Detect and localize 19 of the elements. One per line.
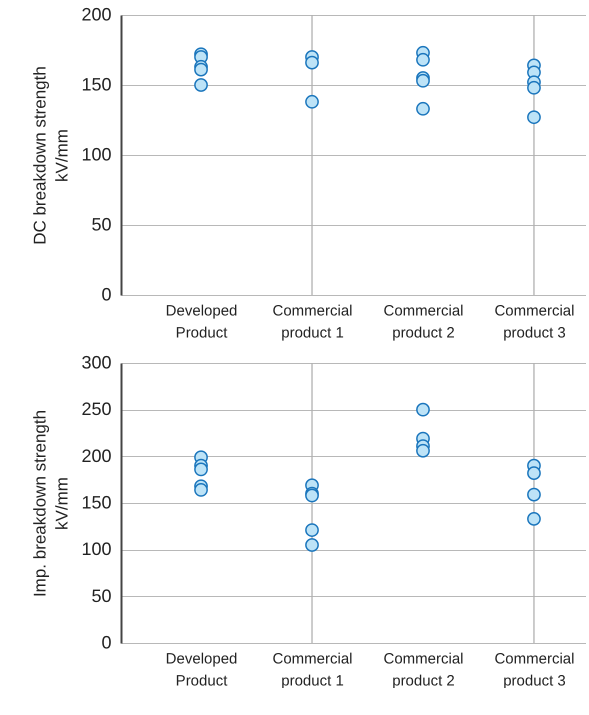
x-tick-label: Commercial product 2 bbox=[383, 302, 464, 342]
y-tick-label: 100 bbox=[81, 144, 112, 164]
y-tick-label: 0 bbox=[101, 632, 112, 652]
y-axis-title: DC breakdown strength kV/mm bbox=[30, 66, 72, 245]
y-tick-label: 250 bbox=[81, 399, 112, 420]
x-tick-label: Developed Product bbox=[166, 650, 238, 690]
y-tick-label: 150 bbox=[81, 74, 112, 94]
y-tick-label: 100 bbox=[81, 539, 112, 560]
x-tick-label: Commercial product 3 bbox=[494, 302, 574, 342]
x-tick-label: Developed Product bbox=[166, 302, 238, 342]
y-tick-label: 50 bbox=[91, 586, 112, 606]
y-axis-title: Imp. breakdown strength kV/mm bbox=[30, 410, 72, 598]
y-tick-label: 0 bbox=[101, 284, 112, 304]
y-tick-label: 150 bbox=[81, 492, 112, 512]
x-tick-label: Commercial product 1 bbox=[272, 302, 353, 342]
y-tick-label: 200 bbox=[81, 446, 112, 466]
y-tick-label: 300 bbox=[81, 352, 112, 372]
y-tick-label: 50 bbox=[91, 214, 112, 234]
y-tick-label: 200 bbox=[81, 4, 112, 24]
